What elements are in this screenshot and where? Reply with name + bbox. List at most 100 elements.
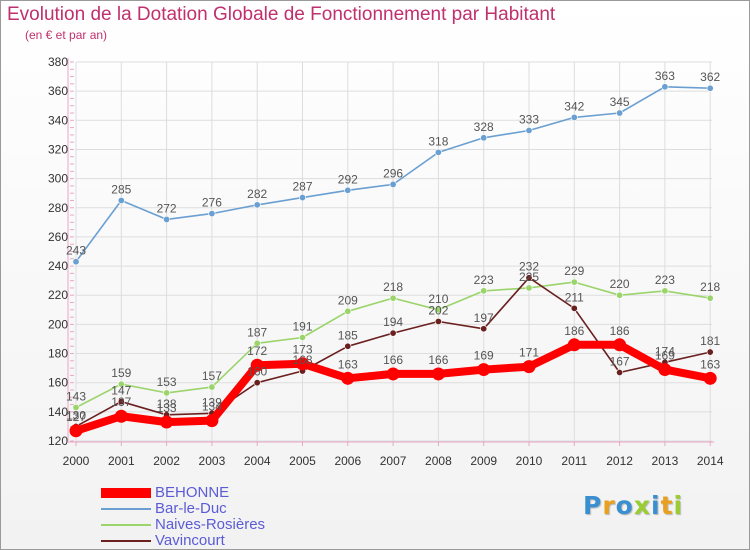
logo-letter: r [602,491,616,520]
data-point [525,127,533,135]
data-label: 292 [338,172,358,186]
y-tick-label: 120 [48,434,68,448]
data-label: 202 [428,303,448,317]
data-label: 130 [66,408,86,422]
data-label: 191 [292,320,312,334]
data-label: 163 [338,357,358,371]
x-tick-label: 2004 [244,454,271,468]
data-point [253,201,261,209]
data-label: 169 [474,349,494,363]
data-point [613,338,627,352]
data-point [117,398,125,406]
data-label: 153 [157,375,177,389]
data-label: 186 [564,324,584,338]
legend-label: Naives-Rosières [155,516,266,533]
legend-label: Vavincourt [155,532,225,549]
data-label: 163 [700,357,720,371]
data-point [114,409,128,423]
data-point [69,424,83,438]
data-label: 157 [202,369,222,383]
data-point [117,196,125,204]
y-tick-label: 300 [48,172,68,186]
data-point [525,274,533,282]
data-point [706,294,714,302]
y-tick-label: 260 [48,230,68,244]
data-point [298,194,306,202]
data-label: 318 [428,134,448,148]
data-point [163,389,171,397]
x-tick-label: 2001 [108,454,135,468]
y-tick-label: 180 [48,347,68,361]
data-label: 169 [655,349,675,363]
data-point [658,363,672,377]
data-point [160,415,174,429]
data-point [205,414,219,428]
x-tick-label: 2008 [425,454,452,468]
chart-title: Evolution de la Dotation Globale de Fonc… [7,4,556,25]
data-point [522,360,536,374]
x-tick-label: 2013 [652,454,679,468]
data-label: 160 [247,365,267,379]
data-label: 139 [202,395,222,409]
data-point [616,368,624,376]
data-label: 232 [519,260,539,274]
data-point [72,258,80,266]
data-label: 342 [564,99,584,113]
data-point [386,367,400,381]
legend-label: BEHONNE [155,484,230,501]
data-label: 137 [111,395,131,409]
data-point [72,403,80,411]
data-point [389,329,397,337]
data-label: 187 [247,325,267,339]
y-tick-label: 160 [48,376,68,390]
data-label: 220 [610,277,630,291]
x-tick-label: 2003 [199,454,226,468]
data-point [661,83,669,91]
data-point [250,358,264,372]
data-point [344,186,352,194]
data-point [570,113,578,121]
data-label: 138 [157,397,177,411]
y-tick-label: 240 [48,259,68,273]
data-label: 197 [474,311,494,325]
legend-item: Bar-le-Duc [101,501,265,517]
data-point [477,363,491,377]
value-label-layer: 243 285 272 276 282 287 292 296 318 328 333 342 345 3… [66,69,721,424]
data-label: 143 [66,389,86,403]
y-tick-label: 280 [48,201,68,215]
data-point [434,148,442,156]
data-point [570,304,578,312]
data-label: 363 [655,69,675,83]
x-tick-label: 2002 [153,454,180,468]
data-label: 287 [292,180,312,194]
data-label: 218 [383,280,403,294]
legend-item: Naives-Rosières [101,517,265,533]
data-label: 285 [111,182,131,196]
data-label: 218 [700,280,720,294]
x-tick-label: 2006 [334,454,361,468]
legend-item: BEHONNE [101,485,265,501]
data-point [431,367,445,381]
legend-swatch [101,524,151,526]
data-label: 166 [383,353,403,367]
x-tick-label: 2011 [561,454,587,468]
data-point [703,371,717,385]
data-label: 276 [202,196,222,210]
legend-label: Bar-le-Duc [155,500,227,517]
x-tick-label: 2005 [289,454,316,468]
data-label: 223 [655,273,675,287]
data-point [616,291,624,299]
data-label: 133 [157,401,177,415]
data-label: 345 [610,95,630,109]
logo-letter: o [615,491,634,520]
data-point [389,294,397,302]
data-point [480,287,488,295]
data-point [208,210,216,218]
logo-letter: x [633,491,651,520]
data-point [341,371,355,385]
y-tick-label: 360 [48,84,68,98]
legend: BEHONNE Bar-le-Duc Naives-Rosières Vavincou… [101,485,265,549]
data-label: 181 [700,334,720,348]
data-label: 223 [474,273,494,287]
